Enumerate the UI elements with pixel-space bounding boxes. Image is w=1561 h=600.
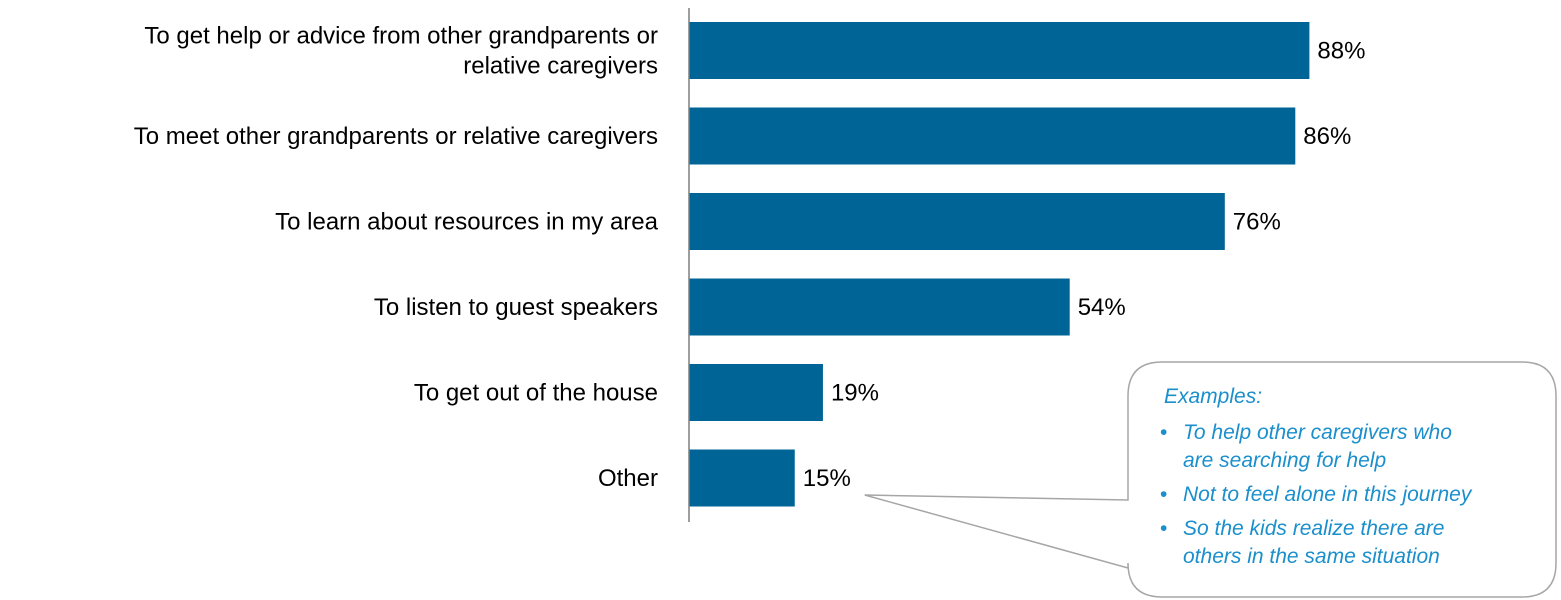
bullet-icon: • — [1160, 483, 1168, 506]
category-label: To meet other grandparents or relative c… — [134, 123, 658, 150]
category-label-line: To listen to guest speakers — [374, 294, 658, 321]
category-label-line: Other — [598, 465, 658, 492]
value-label: 54% — [1078, 294, 1126, 321]
callout-item-line: are searching for help — [1183, 449, 1387, 472]
callout-item-line: To help other caregivers who — [1183, 421, 1452, 444]
category-labels-group: To get help or advice from other grandpa… — [134, 23, 659, 493]
category-label: To learn about resources in my area — [275, 209, 659, 236]
bar — [689, 364, 823, 421]
category-label: Other — [598, 465, 658, 492]
category-label: To get help or advice from other grandpa… — [144, 23, 658, 80]
bars-group — [689, 22, 1310, 507]
category-label: To listen to guest speakers — [374, 294, 658, 321]
category-label-line: To learn about resources in my area — [275, 209, 659, 236]
callout-item-line: others in the same situation — [1183, 545, 1440, 568]
category-label: To get out of the house — [414, 380, 658, 407]
bar — [689, 278, 1070, 336]
callout-item-line: Not to feel alone in this journey — [1183, 483, 1472, 506]
callout-text: Examples: • To help other caregivers who a… — [1150, 383, 1545, 577]
callout-bubble — [864, 361, 1557, 598]
value-label: 15% — [803, 465, 851, 492]
category-label-line: To meet other grandparents or relative c… — [134, 123, 658, 150]
callout-heading: Examples: — [1164, 385, 1263, 408]
bullet-icon: • — [1160, 517, 1168, 540]
bar — [689, 107, 1296, 165]
value-label: 88% — [1317, 38, 1365, 65]
value-labels-group: 88% 86% 76% 54% 19% 15% — [803, 38, 1366, 493]
bullet-icon: • — [1160, 421, 1168, 444]
bar — [689, 193, 1225, 250]
value-label: 76% — [1233, 209, 1281, 236]
category-label-line: To get out of the house — [414, 380, 658, 407]
value-label: 86% — [1303, 123, 1351, 150]
callout-item: • So the kids realize there are others in … — [1150, 515, 1545, 571]
bar — [689, 22, 1310, 79]
category-label-line: relative caregivers — [463, 53, 658, 80]
callout-item: • Not to feel alone in this journey — [1150, 481, 1545, 509]
callout-item-line: So the kids realize there are — [1183, 517, 1445, 540]
callout-list: • To help other caregivers who are searchi… — [1150, 419, 1545, 571]
category-label-line: To get help or advice from other grandpa… — [144, 23, 658, 50]
bar — [689, 449, 795, 507]
value-label: 19% — [831, 380, 879, 407]
callout-item: • To help other caregivers who are searchi… — [1150, 419, 1545, 475]
